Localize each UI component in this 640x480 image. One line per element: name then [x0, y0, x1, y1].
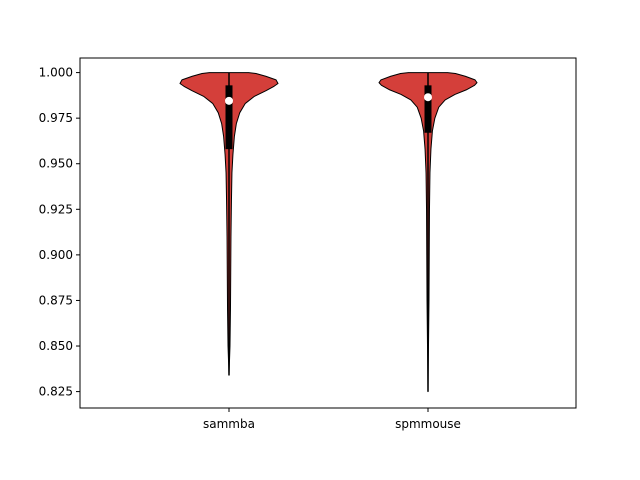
violin-iqr-box-sammba [225, 85, 233, 150]
plot-area [179, 72, 478, 393]
y-tick-label: 0.825 [39, 385, 73, 399]
y-tick-label: 0.875 [39, 293, 73, 307]
x-tick-label: spmmouse [395, 417, 461, 431]
y-tick-label: 0.925 [39, 202, 73, 216]
y-tick-label: 0.950 [39, 157, 73, 171]
y-tick-label: 0.850 [39, 339, 73, 353]
x-axis: sammba spmmouse [203, 408, 461, 431]
y-tick-label: 1.000 [39, 66, 73, 80]
violin-median-spmmouse [424, 93, 432, 102]
x-tick-label: sammba [203, 417, 255, 431]
y-axis: 0.825 0.850 0.875 0.900 0.925 0.950 0.975 1.000 [39, 66, 80, 399]
y-tick-label: 0.900 [39, 248, 73, 262]
y-tick-label: 0.975 [39, 111, 73, 125]
violin-iqr-box-spmmouse [424, 85, 432, 133]
violin-median-sammba [225, 96, 233, 105]
plot-frame [79, 57, 577, 409]
